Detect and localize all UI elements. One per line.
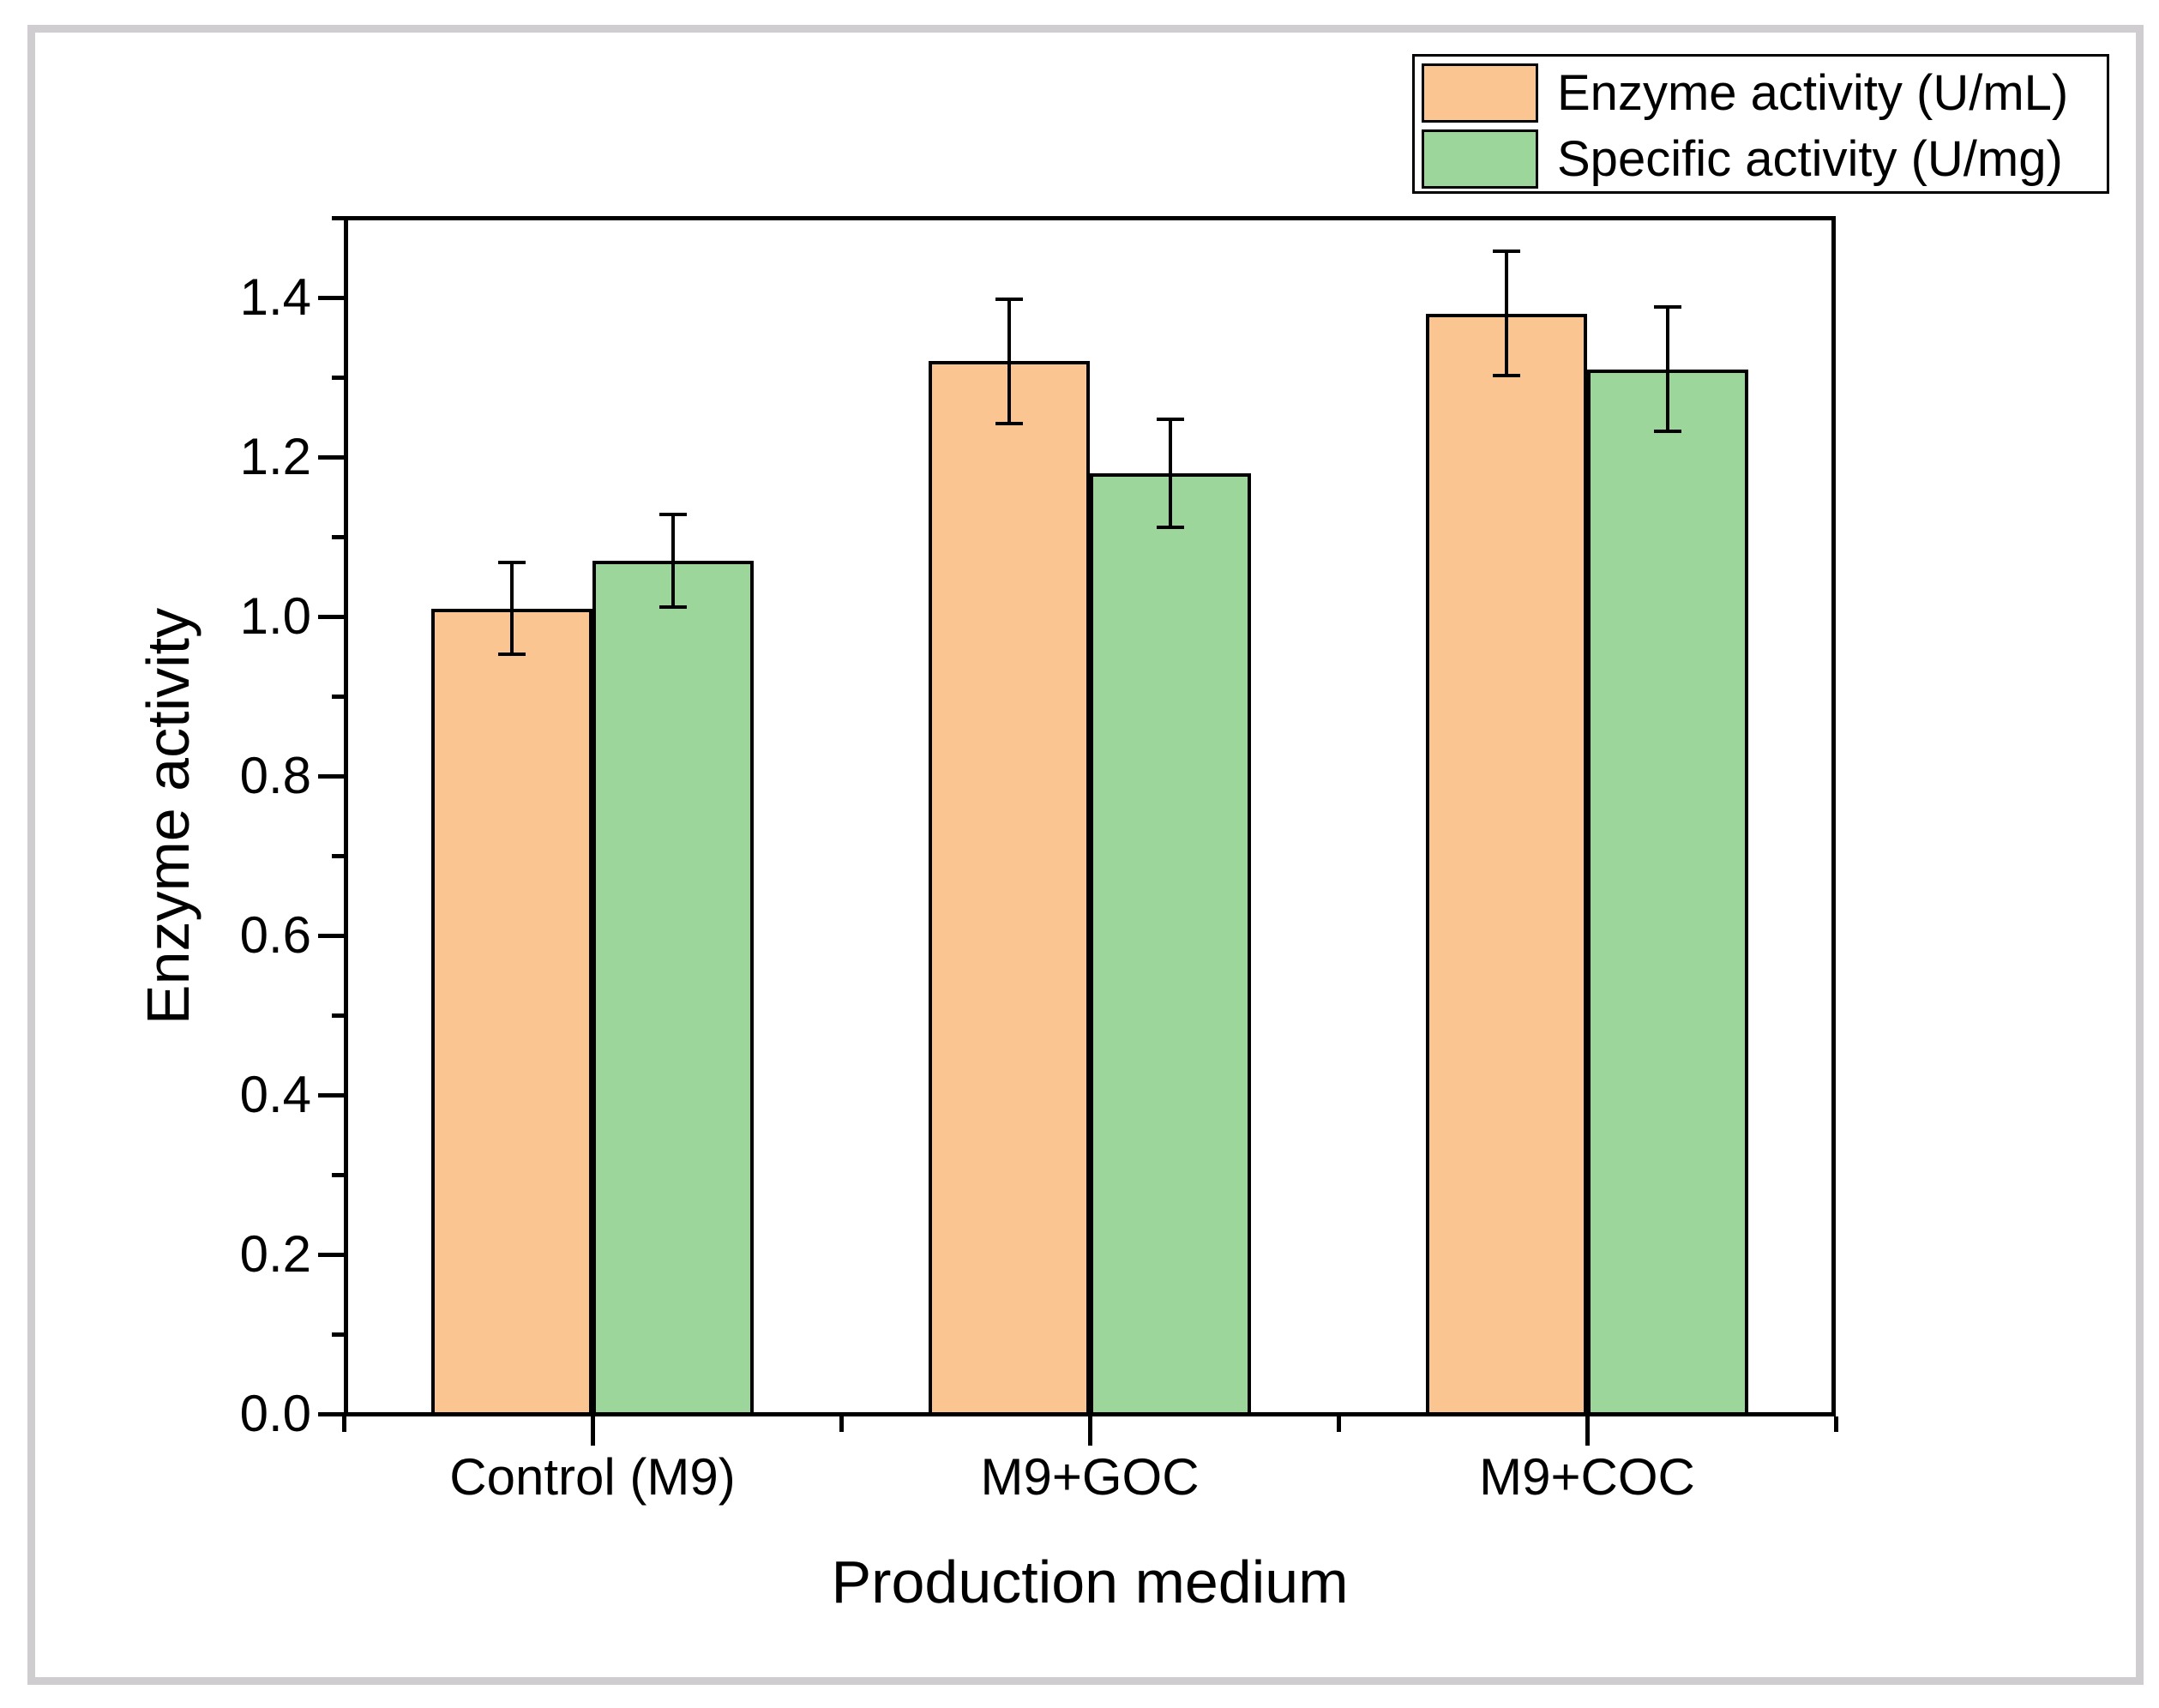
y-tick-label: 1.4 [239, 268, 311, 326]
y-minor-tick [332, 534, 344, 539]
y-minor-tick [332, 215, 344, 220]
bar-enzyme-3 [1426, 313, 1587, 1416]
y-major-tick [318, 1252, 344, 1257]
y-minor-tick [332, 375, 344, 380]
x-minor-tick [1336, 1416, 1341, 1432]
y-minor-tick [332, 1013, 344, 1018]
legend-swatch-specific-activity [1422, 129, 1538, 189]
error-bar-stem [1505, 250, 1508, 377]
legend-label: Enzyme activity (U/mL) [1557, 64, 2069, 121]
error-bar [498, 560, 526, 657]
y-axis-title: Enzyme activity [135, 607, 201, 1025]
error-bar [1157, 417, 1184, 529]
x-axis-title: Production medium [831, 1549, 1349, 1615]
y-tick-label: 1.2 [239, 428, 311, 485]
error-bar-stem [510, 560, 514, 657]
x-tick-label: M9+COC [1479, 1448, 1695, 1506]
bar-specific-1 [592, 560, 754, 1416]
x-minor-tick [1833, 1416, 1838, 1432]
x-major-tick [1585, 1416, 1590, 1446]
y-major-tick [318, 933, 344, 938]
y-tick-label: 0.8 [239, 747, 311, 804]
y-tick-label: 1.0 [239, 587, 311, 645]
legend-label: Specific activity (U/mg) [1557, 130, 2063, 187]
y-tick-label: 0.0 [239, 1385, 311, 1442]
x-major-tick [590, 1416, 595, 1446]
y-major-tick [318, 773, 344, 779]
y-tick-label: 0.6 [239, 906, 311, 964]
bar-specific-2 [1090, 472, 1251, 1416]
error-bar-stem [1169, 417, 1172, 529]
bar-specific-3 [1587, 369, 1748, 1416]
y-minor-tick [332, 1332, 344, 1337]
y-minor-tick [332, 853, 344, 858]
legend-entry-enzyme-activity: Enzyme activity (U/mL) [1415, 63, 2107, 123]
x-minor-tick [839, 1416, 844, 1432]
y-tick-label: 0.4 [239, 1066, 311, 1123]
legend-swatch-enzyme-activity [1422, 63, 1538, 123]
x-minor-tick [341, 1416, 346, 1432]
x-major-tick [1087, 1416, 1092, 1446]
y-tick-label: 0.2 [239, 1225, 311, 1283]
legend-entry-specific-activity: Specific activity (U/mg) [1415, 129, 2107, 189]
x-tick-label: M9+GOC [980, 1448, 1200, 1506]
error-bar-stem [1007, 298, 1011, 425]
error-bar-stem [1666, 305, 1669, 434]
y-major-tick [318, 614, 344, 619]
error-bar [1654, 305, 1681, 434]
y-major-tick [318, 454, 344, 460]
y-minor-tick [332, 694, 344, 699]
bar-enzyme-1 [431, 608, 592, 1416]
bar-enzyme-2 [929, 361, 1090, 1416]
y-minor-tick [332, 1172, 344, 1177]
y-major-tick [318, 1411, 344, 1416]
x-tick-label: Control (M9) [449, 1448, 736, 1506]
error-bar [1493, 250, 1520, 377]
error-bar-stem [671, 513, 675, 609]
error-bar [995, 298, 1023, 425]
legend: Enzyme activity (U/mL) Specific activity… [1412, 54, 2109, 194]
y-major-tick [318, 1092, 344, 1098]
error-bar [659, 513, 687, 609]
figure-border [27, 25, 2144, 1685]
y-major-tick [318, 295, 344, 300]
